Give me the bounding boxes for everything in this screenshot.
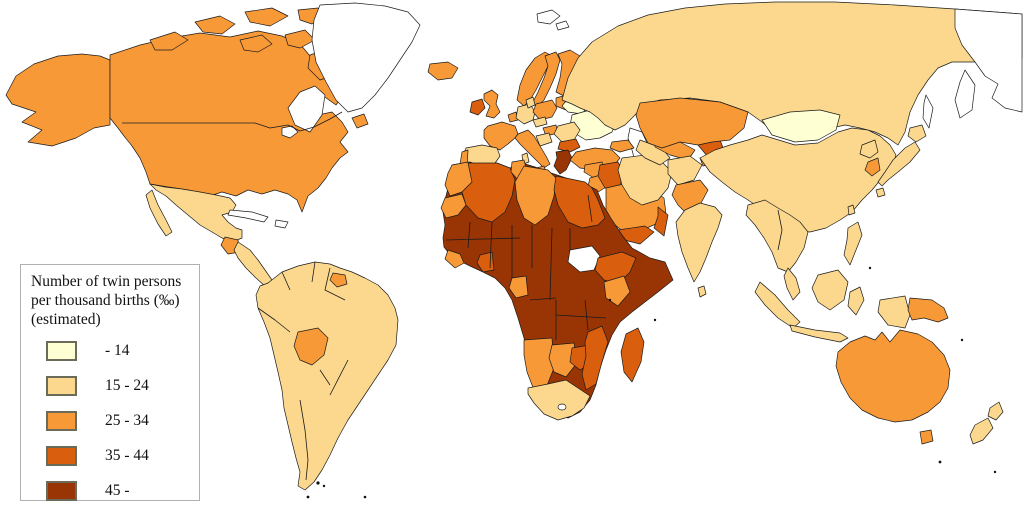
region-malay-peninsula xyxy=(783,267,801,301)
region-france xyxy=(483,121,519,151)
region-mozambique xyxy=(581,325,609,391)
region-egypt xyxy=(553,175,606,229)
region-svalbard xyxy=(536,9,570,31)
region-japan xyxy=(875,124,927,198)
region-lesotho xyxy=(557,403,567,411)
legend-title: Number of twin persons per thousand birt… xyxy=(31,272,193,329)
legend-label: 35 - 44 xyxy=(105,446,149,464)
region-borneo xyxy=(811,269,849,311)
legend-entry: 45 - xyxy=(31,480,193,501)
region-algeria xyxy=(461,162,516,223)
region-caucasus xyxy=(609,139,635,153)
region-north-korea xyxy=(859,139,879,159)
region-iceland xyxy=(427,61,459,81)
legend-entry: 35 - 44 xyxy=(31,445,193,466)
legend-entries: - 14 15 - 24 25 - 34 35 - 44 45 - xyxy=(31,340,193,501)
region-sulawesi xyxy=(847,286,865,316)
region-western-sahara xyxy=(440,193,467,219)
small-islands xyxy=(306,266,997,499)
legend-entry: 25 - 34 xyxy=(31,410,193,431)
region-south-africa xyxy=(527,379,591,421)
region-india xyxy=(675,202,723,283)
region-kazakhstan xyxy=(635,97,749,149)
region-hudson-bay xyxy=(287,85,326,133)
region-sierra-leone-liberia xyxy=(444,249,465,269)
region-uk xyxy=(483,89,501,119)
legend-label: - 14 xyxy=(105,341,130,359)
legend-title-line: (estimated) xyxy=(31,311,101,328)
region-indochina xyxy=(745,199,809,273)
region-bolivia xyxy=(293,327,329,366)
legend-swatch-class4 xyxy=(46,445,77,466)
region-greece xyxy=(553,149,573,175)
region-denmark xyxy=(525,96,536,109)
region-greenland xyxy=(311,2,421,113)
region-guianas xyxy=(329,272,348,288)
region-newfoundland xyxy=(351,113,369,129)
region-new-zealand xyxy=(969,401,1004,445)
region-java xyxy=(789,324,849,343)
region-australia xyxy=(835,329,951,423)
region-poland xyxy=(532,99,558,121)
region-russia xyxy=(561,1,1023,146)
region-south-america xyxy=(255,261,399,491)
region-philippines xyxy=(843,221,863,266)
legend-title-line: per thousand births (‰) xyxy=(31,292,180,309)
region-tasmania xyxy=(919,429,934,445)
legend-title-line: Number of twin persons xyxy=(31,273,182,290)
region-afghanistan xyxy=(667,155,703,186)
region-sakhalin xyxy=(922,94,934,129)
region-libya xyxy=(514,165,557,226)
legend-label: 15 - 24 xyxy=(105,376,149,394)
legend-swatch-class1 xyxy=(46,340,77,361)
region-italy xyxy=(514,129,551,169)
legend-entry: - 14 xyxy=(31,340,193,361)
region-balkans-west xyxy=(535,132,553,147)
region-germany xyxy=(515,103,536,125)
legend-label: 45 - xyxy=(105,481,130,499)
region-gabon xyxy=(508,275,529,299)
region-papua-new-guinea xyxy=(907,297,949,323)
region-mexico xyxy=(145,183,243,243)
region-taiwan xyxy=(847,204,856,216)
legend-label: 25 - 34 xyxy=(105,411,149,429)
region-botswana xyxy=(548,342,578,378)
region-kenya xyxy=(603,275,631,307)
region-chukotka xyxy=(954,8,1023,113)
region-indonesian-papua xyxy=(877,295,911,329)
region-central-america xyxy=(233,241,273,288)
region-bulgaria xyxy=(557,138,581,153)
region-sri-lanka xyxy=(697,285,707,298)
region-madagascar xyxy=(620,327,645,383)
region-ireland xyxy=(469,98,486,116)
region-mongolia xyxy=(761,109,841,143)
region-south-korea xyxy=(864,157,881,177)
legend-entry: 15 - 24 xyxy=(31,375,193,396)
region-hispaniola xyxy=(274,219,289,229)
region-oman xyxy=(653,206,669,237)
region-cuba xyxy=(227,209,269,223)
legend-swatch-class3 xyxy=(46,410,77,431)
country-border-lines xyxy=(122,111,783,481)
legend-swatch-class2 xyxy=(46,375,77,396)
region-south-sudan xyxy=(567,245,601,273)
region-alaska xyxy=(5,53,111,147)
legend-box: Number of twin persons per thousand birt… xyxy=(20,264,200,501)
region-czechia xyxy=(532,116,548,128)
region-benelux xyxy=(507,111,519,123)
legend-swatch-class5 xyxy=(46,480,77,501)
region-kamchatka xyxy=(954,69,976,119)
